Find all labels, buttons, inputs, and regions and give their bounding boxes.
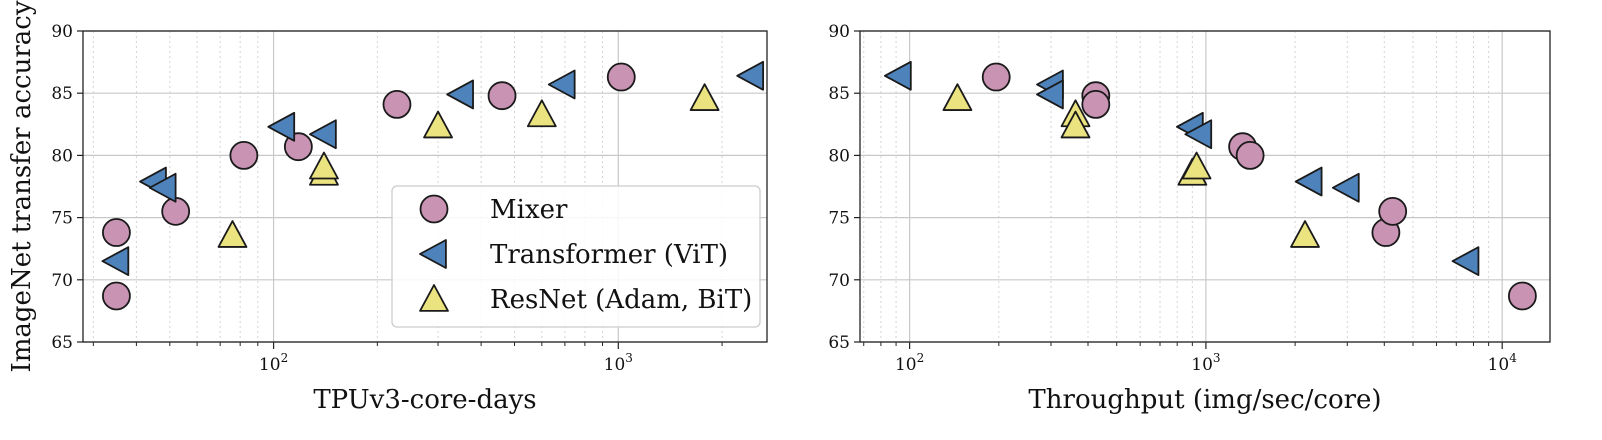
data-point: [1378, 196, 1408, 226]
series-resnet-adam-bit: [217, 83, 720, 248]
y-tick-label: 90: [828, 22, 850, 42]
data-point: [267, 111, 296, 142]
data-point: [423, 110, 453, 139]
data-point: [148, 172, 177, 203]
x-tick-label: 103: [1191, 351, 1220, 375]
data-point: [1331, 172, 1360, 203]
x-axis-title: Throughput (img/sec/core): [1028, 385, 1381, 415]
legend-marker: [419, 194, 449, 224]
legend-marker: [419, 284, 449, 312]
legend: Mixer Transformer (ViT) ResNet (Adam, BiT): [391, 185, 761, 328]
y-tick-label: 80: [51, 146, 73, 166]
y-tick-label: 75: [51, 209, 73, 229]
x-tick-label: 102: [259, 351, 288, 375]
data-point: [526, 99, 557, 128]
data-point: [487, 81, 517, 111]
data-point: [547, 69, 576, 100]
data-point: [101, 246, 130, 277]
data-point: [1081, 89, 1111, 119]
data-point: [1060, 110, 1091, 139]
y-tick-label: 70: [51, 271, 73, 291]
y-tick-label: 75: [828, 209, 850, 229]
y-tick-label: 70: [828, 271, 850, 291]
data-point: [102, 281, 131, 311]
legend-label: ResNet (Adam, BiT): [490, 285, 752, 315]
data-point: [229, 140, 259, 170]
legend-label: Mixer: [490, 195, 568, 225]
data-point: [1184, 119, 1213, 150]
data-point: [1036, 79, 1064, 110]
legend-marker: [419, 239, 447, 269]
series-transformer-vit: [101, 60, 765, 277]
x-tick-label: 104: [1488, 351, 1518, 375]
right-panel: 102 103 104 65 70 75 80 85 90 Throughput (img/sec…: [828, 22, 1551, 415]
data-point: [309, 151, 339, 180]
y-axis-title: ImageNet transfer accuracy: [7, 0, 37, 372]
data-point: [736, 60, 765, 91]
data-point: [1294, 166, 1323, 197]
y-tick-label: 65: [828, 333, 850, 353]
data-point: [981, 62, 1011, 92]
data-point: [1451, 246, 1480, 277]
y-tick-label: 65: [51, 333, 73, 353]
data-point: [883, 60, 912, 91]
plot-frame: [82, 30, 768, 343]
data-point: [102, 218, 131, 247]
data-point: [606, 62, 636, 92]
y-tick-label: 80: [828, 146, 850, 166]
data-point: [1181, 151, 1212, 180]
series-mixer: [102, 62, 636, 311]
series-mixer: [981, 62, 1537, 311]
x-tick-label: 103: [604, 351, 633, 375]
y-tick-label: 85: [51, 84, 73, 104]
data-point: [942, 83, 973, 111]
series-transformer-vit: [883, 60, 1480, 277]
x-tick-label: 102: [895, 351, 924, 375]
data-point: [1290, 220, 1320, 248]
data-point: [689, 83, 720, 111]
x-axis-title: TPUv3-core-days: [313, 385, 536, 415]
data-point: [1507, 281, 1537, 311]
plot-frame: [859, 30, 1551, 343]
series-resnet-adam-bit: [942, 83, 1320, 248]
data-point: [217, 220, 248, 248]
legend-box: [391, 185, 761, 328]
data-point: [446, 79, 474, 110]
legend-label: Transformer (ViT): [490, 240, 728, 270]
y-tick-label: 85: [828, 84, 850, 104]
data-point: [309, 119, 337, 150]
data-point: [1235, 140, 1265, 170]
data-point: [382, 89, 412, 119]
y-tick-label: 90: [51, 22, 73, 42]
